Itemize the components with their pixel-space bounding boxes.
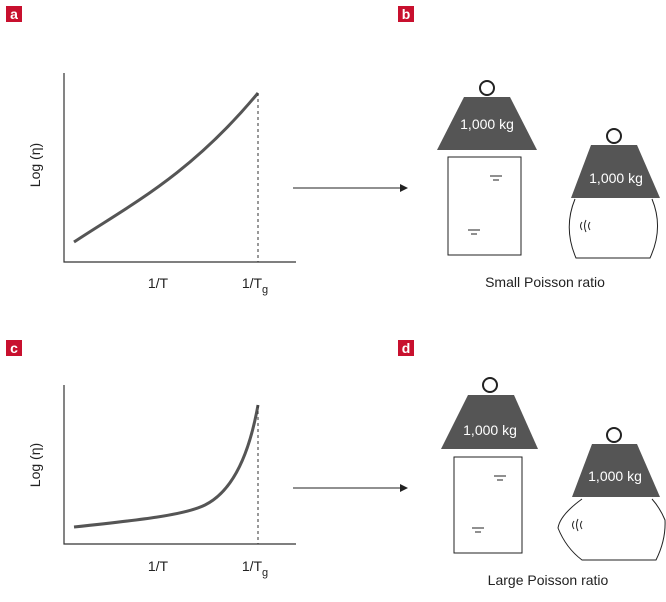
- marks: [468, 176, 502, 234]
- panel-label: b: [402, 6, 411, 22]
- curve: [74, 93, 258, 242]
- ring: [483, 378, 497, 392]
- y-label: Log (η): [27, 443, 43, 487]
- panel-label: c: [10, 340, 18, 356]
- x-tick-sub: g: [262, 284, 268, 296]
- curve: [74, 405, 258, 527]
- x-tick-label: 1/T: [148, 558, 169, 574]
- marks: [472, 476, 506, 532]
- weight-label: 1,000 kg: [589, 170, 643, 186]
- x-tick-sub: g: [262, 567, 268, 579]
- figure: a b c d Log (η) 1/T 1/Tg 1,000 kg 1,000 …: [0, 0, 666, 602]
- panel-label: d: [402, 340, 411, 356]
- x-tick-main: 1/T: [242, 558, 263, 574]
- ring: [607, 129, 621, 143]
- x-tick-label: 1/Tg: [242, 558, 268, 579]
- axes: [64, 385, 296, 544]
- x-tick-label: 1/Tg: [242, 275, 268, 296]
- block: [448, 157, 521, 255]
- axes: [64, 73, 296, 262]
- deformed-block: [569, 199, 657, 258]
- weight-label: 1,000 kg: [588, 468, 642, 484]
- weight-label: 1,000 kg: [463, 422, 517, 438]
- arrow-head: [400, 184, 408, 192]
- block: [454, 457, 522, 553]
- page: a b c d Log (η) 1/T 1/Tg 1,000 kg 1,000 …: [0, 0, 666, 602]
- ring: [607, 428, 621, 442]
- marks: [581, 220, 591, 232]
- ring: [480, 81, 494, 95]
- deformed-block: [558, 499, 665, 560]
- weight-label: 1,000 kg: [460, 116, 514, 132]
- marks: [573, 519, 583, 531]
- caption: Small Poisson ratio: [485, 274, 605, 290]
- caption: Large Poisson ratio: [488, 572, 609, 588]
- arrow-head: [400, 484, 408, 492]
- x-tick-label: 1/T: [148, 275, 169, 291]
- y-label: Log (η): [27, 143, 43, 187]
- panel-label: a: [10, 6, 18, 22]
- x-tick-main: 1/T: [242, 275, 263, 291]
